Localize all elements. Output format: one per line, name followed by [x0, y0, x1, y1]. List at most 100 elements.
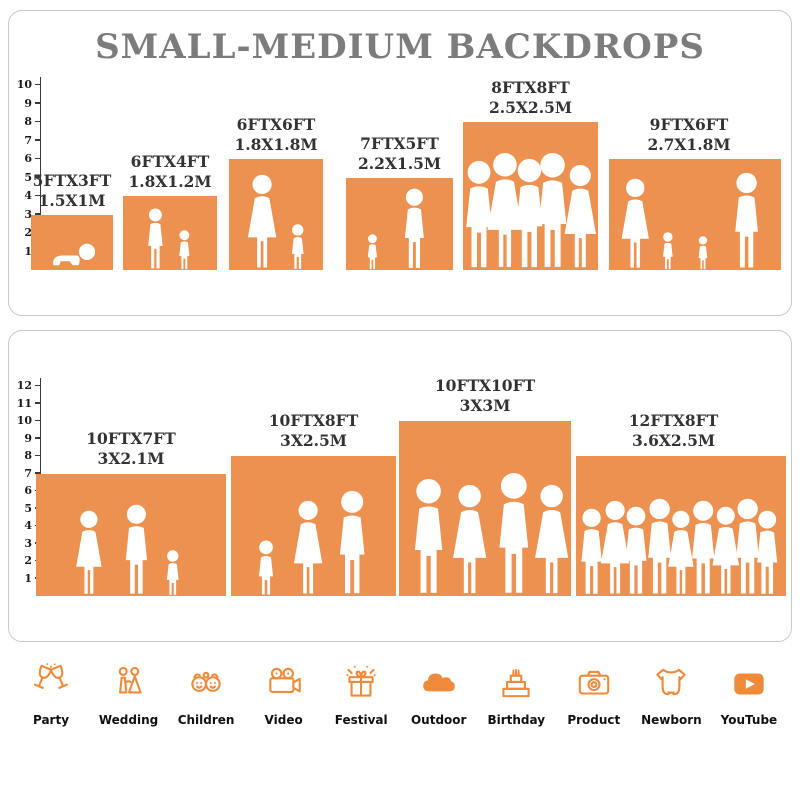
ruler-number: 9 [24, 96, 32, 110]
toddler-man-silhouettes [367, 188, 424, 270]
ruler-tick [35, 176, 41, 178]
category-label: Party [32, 713, 70, 727]
family-silhouettes [258, 490, 365, 595]
ruler-number: 10 [16, 414, 32, 427]
ruler-tick [35, 454, 41, 456]
category-wedding: Wedding [94, 662, 164, 727]
backdrop-size-label: 10FTX7FT 3X2.1M [86, 428, 176, 468]
festival-icon [346, 665, 376, 697]
ruler-number: 6 [24, 152, 32, 165]
ruler-number: 3 [24, 536, 32, 550]
ruler-number: 10 [16, 78, 32, 91]
category-party: Party [16, 662, 86, 727]
ruler-tick [35, 157, 41, 159]
backdrop-bar-10x8 [231, 456, 396, 596]
ruler-number: 4 [24, 519, 32, 532]
children-icon [191, 671, 221, 692]
ruler-number: 1 [24, 244, 32, 258]
category-label: Birthday [487, 713, 546, 727]
category-product: Product [559, 662, 629, 727]
ruler-number: 7 [24, 133, 32, 147]
party-icon [33, 663, 69, 689]
birthday-icon [502, 668, 530, 698]
backdrop-size-label: 6FTX6FT 1.8X1.8M [234, 114, 318, 154]
group-silhouettes [466, 152, 596, 268]
backdrop-size-label: 7FTX5FT 2.2X1.5M [357, 133, 442, 173]
category-label: Children [177, 713, 235, 727]
ruler-tick [35, 384, 41, 386]
product-icon [578, 670, 610, 695]
category-label: Product [567, 713, 621, 727]
categories-row: Party Wedding Children [0, 662, 800, 727]
category-video: Video [249, 662, 319, 727]
backdrop-size-label: 6FTX4FT 1.8X1.2M [128, 151, 212, 191]
ruler-number: 8 [24, 449, 32, 462]
video-icon [268, 667, 301, 693]
ruler-number: 11 [16, 396, 32, 410]
backdrop-bar-10x7 [36, 474, 226, 596]
crowd-silhouettes [581, 498, 778, 594]
backdrop-bar-12x8 [576, 456, 786, 596]
ruler-tick [35, 120, 41, 122]
ruler-number: 1 [24, 571, 32, 585]
category-label: Video [264, 713, 303, 727]
ruler-tick [35, 194, 41, 196]
ruler-tick [35, 472, 41, 474]
outdoor-icon [422, 673, 455, 692]
backdrop-bar-6x6 [229, 159, 323, 270]
ruler-tick [35, 213, 41, 215]
page-title: SMALL-MEDIUM BACKDROPS [95, 27, 705, 67]
ruler-number: 5 [24, 170, 32, 184]
ruler-number: 7 [24, 466, 32, 480]
backdrop-bar-10x10 [399, 421, 571, 596]
ruler-tick [35, 102, 41, 104]
backdrop-size-label: 10FTX10FT 3X3M [434, 375, 536, 415]
small-medium-panel: SMALL-MEDIUM BACKDROPS 1 2 3 4 5 6 7 8 9 10 [8, 10, 792, 316]
backdrop-bar-9x6 [609, 159, 781, 270]
backdrop-size-label: 5FTX3FT 1.5X1M [32, 170, 112, 210]
family-silhouettes [621, 172, 758, 270]
wedding-icon [118, 666, 142, 694]
ruler-number: 2 [24, 226, 32, 239]
backdrop-size-label: 9FTX6FT 2.7X1.8M [647, 114, 731, 154]
group-silhouettes [414, 472, 569, 594]
ruler-tick [35, 402, 41, 404]
family-silhouettes [76, 504, 179, 595]
category-label: Outdoor [410, 713, 467, 727]
category-youtube: YouTube [714, 662, 784, 727]
newborn-icon [656, 668, 687, 696]
ruler-tick [35, 139, 41, 141]
category-outdoor: Outdoor [404, 662, 474, 727]
backdrop-bar-5x3 [31, 215, 113, 270]
ruler-tick [35, 83, 41, 85]
ruler-number: 8 [24, 115, 32, 128]
category-children: Children [171, 662, 241, 727]
ruler-tick [35, 437, 41, 439]
large-panel: 1 2 3 4 5 6 7 8 9 10 11 12 [8, 330, 792, 642]
ruler-top: 1 2 3 4 5 6 7 8 9 10 [17, 77, 41, 270]
ruler-number: 2 [24, 554, 32, 567]
ruler-number: 4 [24, 189, 32, 202]
children-silhouettes [148, 208, 190, 270]
ruler-number: 3 [24, 207, 32, 221]
category-festival: Festival [326, 662, 396, 727]
backdrop-bar-6x4 [123, 196, 217, 270]
ruler-number: 6 [24, 484, 32, 497]
backdrop-size-label: 8FTX8FT 2.5X2.5M [488, 77, 573, 117]
ruler-number: 9 [24, 431, 32, 445]
category-birthday: Birthday [481, 662, 551, 727]
ruler-tick [35, 419, 41, 421]
backdrop-size-label: 10FTX8FT 3X2.5M [268, 410, 359, 450]
category-label: YouTube [720, 713, 778, 727]
category-label: Festival [334, 713, 388, 727]
youtube-icon [734, 673, 764, 695]
category-label: Newborn [641, 713, 702, 727]
category-label: Wedding [98, 713, 159, 727]
mother-child-silhouettes [247, 174, 304, 269]
ruler-number: 5 [24, 501, 32, 515]
backdrop-bar-8x8 [463, 122, 598, 270]
category-newborn: Newborn [636, 662, 706, 727]
backdrop-bar-7x5 [346, 178, 453, 270]
backdrop-size-label: 12FTX8FT 3.6X2.5M [628, 410, 719, 450]
baby-silhouette [53, 243, 96, 266]
